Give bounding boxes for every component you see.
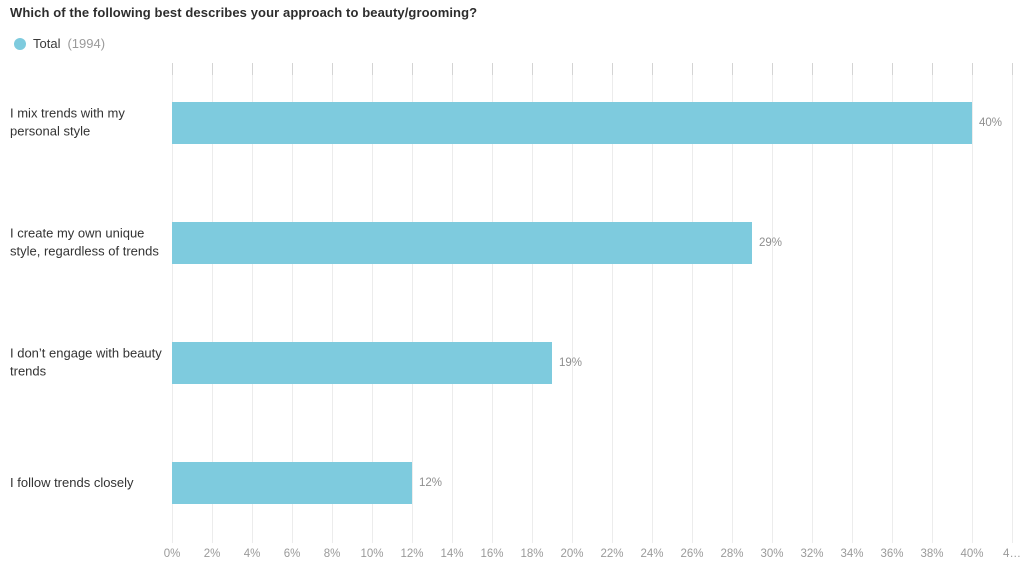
x-axis-tick-label: 10% (360, 548, 384, 560)
x-axis-tick-label: 36% (880, 548, 904, 560)
axis-tick (572, 63, 573, 75)
bar-row: 12% (172, 423, 1024, 543)
gridline (812, 63, 813, 543)
x-axis-tick-label: 40% (960, 548, 984, 560)
bar-value-label: 29% (759, 237, 783, 249)
x-axis-tick-label: 18% (520, 548, 544, 560)
bar[interactable] (172, 102, 972, 144)
legend-label: Total (33, 36, 61, 51)
gridline (332, 63, 333, 543)
axis-tick (532, 63, 533, 75)
gridline (652, 63, 653, 543)
legend-dot-icon (14, 37, 26, 50)
axis-tick (172, 63, 173, 75)
gridline (292, 63, 293, 543)
bar[interactable] (172, 222, 752, 264)
legend-sample-count: (1994) (67, 36, 106, 51)
axis-tick (412, 63, 413, 75)
axis-tick (812, 63, 813, 75)
category-label: I create my own unique style, regardless… (10, 225, 159, 259)
x-axis-tick-label: 30% (760, 548, 784, 560)
bar-row: 29% (172, 183, 1024, 303)
axis-tick (612, 63, 613, 75)
axis-tick (772, 63, 773, 75)
x-axis-tick-label: 26% (680, 548, 704, 560)
bar[interactable] (172, 342, 552, 384)
gridline (852, 63, 853, 543)
plot-area: 40% 29% 19% 12% (172, 63, 1024, 543)
gridline (492, 63, 493, 543)
x-axis-tick-label: 20% (560, 548, 584, 560)
axis-tick (212, 63, 213, 75)
gridline (1012, 63, 1013, 543)
gridline (612, 63, 613, 543)
bar-value-label: 40% (979, 117, 1003, 129)
gridline (972, 63, 973, 543)
x-axis-tick-label: 4% (243, 548, 261, 560)
bar[interactable] (172, 462, 412, 504)
x-axis-tick-label: 8% (323, 548, 341, 560)
x-axis-tick-label: 24% (640, 548, 664, 560)
gridline (532, 63, 533, 543)
axis-tick (452, 63, 453, 75)
bar-row: 19% (172, 303, 1024, 423)
axis-tick (492, 63, 493, 75)
axis-tick (692, 63, 693, 75)
axis-tick (332, 63, 333, 75)
x-axis-tick-label: 0% (163, 548, 181, 560)
category-label: I don’t engage with beauty trends (10, 345, 162, 379)
gridline (692, 63, 693, 543)
axis-tick (852, 63, 853, 75)
axis-tick (292, 63, 293, 75)
axis-tick (972, 63, 973, 75)
gridline (892, 63, 893, 543)
axis-tick (652, 63, 653, 75)
gridline (732, 63, 733, 543)
bar-value-label: 12% (419, 477, 443, 489)
category-label: I follow trends closely (10, 474, 134, 490)
x-axis-tick-label: 12% (400, 548, 424, 560)
axis-tick (892, 63, 893, 75)
gridline (772, 63, 773, 543)
axis-tick (252, 63, 253, 75)
axis-tick (372, 63, 373, 75)
chart-title: Which of the following best describes yo… (10, 5, 478, 20)
axis-tick (1012, 63, 1013, 75)
gridline (412, 63, 413, 543)
x-axis-tick-label: 2% (203, 548, 221, 560)
gridline (212, 63, 213, 543)
category-label: I mix trends with my personal style (10, 105, 125, 139)
bar-value-label: 19% (559, 357, 583, 369)
x-axis-tick-label: 32% (800, 548, 824, 560)
x-axis-tick-label: 16% (480, 548, 504, 560)
x-axis-tick-label: 4… (1003, 548, 1021, 560)
x-axis-tick-label: 6% (283, 548, 301, 560)
axis-tick (732, 63, 733, 75)
x-axis-tick-label: 38% (920, 548, 944, 560)
x-axis-tick-label: 28% (720, 548, 744, 560)
gridline (572, 63, 573, 543)
gridline (372, 63, 373, 543)
gridline (252, 63, 253, 543)
x-axis-tick-label: 34% (840, 548, 864, 560)
x-axis-tick-label: 22% (600, 548, 624, 560)
gridline (172, 63, 173, 543)
axis-tick (932, 63, 933, 75)
gridline (932, 63, 933, 543)
gridline (452, 63, 453, 543)
x-axis-tick-label: 14% (440, 548, 464, 560)
legend-item-total[interactable]: Total (1994) (14, 36, 105, 51)
bar-row: 40% (172, 63, 1024, 183)
